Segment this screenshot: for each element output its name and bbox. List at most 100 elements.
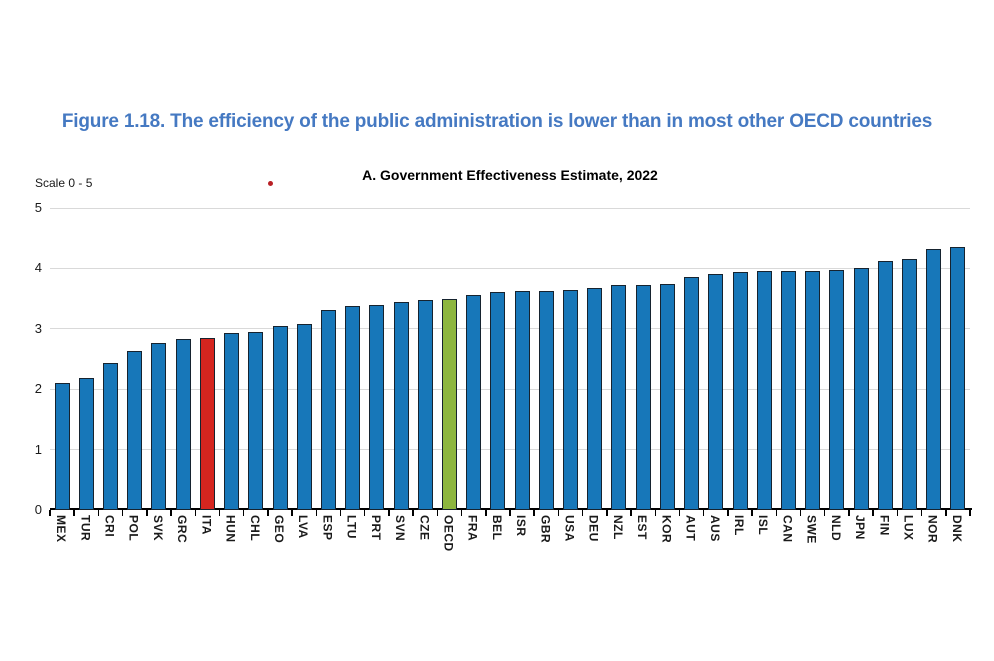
x-label-OECD: OECD [441, 515, 456, 552]
x-label-FIN: FIN [877, 515, 892, 536]
y-tick-label-2: 2 [34, 381, 42, 397]
x-label-GEO: GEO [272, 515, 286, 544]
y-tick-label-3: 3 [34, 320, 42, 336]
bar-LVA [296, 323, 312, 510]
x-axis-tick [146, 510, 148, 516]
bar-CZE [417, 299, 433, 510]
x-axis-tick [848, 510, 850, 516]
bar-TUR [78, 377, 94, 510]
x-axis-tick [267, 510, 269, 516]
bar-ESP [320, 310, 336, 510]
x-label-AUT: AUT [683, 515, 698, 542]
x-axis-tick [73, 510, 75, 516]
bar-SVN [393, 301, 409, 510]
bar-chart-plot: 0 1 2 3 4 5 MEX TUR CRI POL SVK GRC ITA HUN CHL GEO LVA E… [35, 200, 972, 552]
x-label-ESP: ESP [320, 515, 335, 541]
bar-BEL [490, 291, 506, 510]
x-axis-tick [969, 510, 971, 516]
gridline-5 [50, 207, 970, 209]
bar-DNK [950, 246, 966, 510]
gridline-4 [50, 267, 970, 269]
x-axis-tick [291, 510, 293, 516]
bar-SVK [151, 342, 167, 510]
x-axis-tick [315, 510, 318, 516]
x-label-HUN: HUN [223, 515, 238, 543]
x-axis-tick [727, 510, 729, 516]
bar-HUN [224, 333, 240, 510]
x-label-DEU: DEU [586, 515, 601, 542]
x-axis-tick [920, 510, 923, 516]
bar-GEO [272, 326, 288, 510]
y-tick-label-1: 1 [34, 441, 42, 457]
bar-KOR [659, 284, 675, 510]
x-label-ITA: ITA [199, 515, 214, 535]
bar-JPN [853, 267, 869, 510]
x-label-SVK: SVK [150, 515, 165, 542]
x-axis-tick [823, 510, 826, 516]
x-axis-line [50, 508, 972, 510]
x-label-POL: POL [126, 515, 141, 542]
bar-NZL [611, 285, 627, 510]
bar-ISL [756, 271, 772, 510]
x-label-NLD: NLD [828, 515, 843, 542]
x-label-EST: EST [635, 515, 650, 540]
x-axis-tick [194, 510, 196, 516]
bar-GBR [538, 290, 554, 510]
y-tick-label-4: 4 [34, 260, 42, 276]
x-label-AUS: AUS [707, 515, 722, 542]
y-tick-label-0: 0 [34, 502, 42, 517]
x-label-ISR: ISR [514, 515, 529, 537]
bar-OECD [441, 298, 457, 510]
bar-MEX [54, 383, 70, 510]
x-label-TUR: TUR [78, 515, 93, 542]
bar-CHL [248, 332, 264, 510]
x-label-CZE: CZE [417, 515, 432, 541]
panel-title: A. Government Effectiveness Estimate, 20… [362, 167, 658, 183]
x-label-CRI: CRI [102, 515, 117, 538]
x-label-IRL: IRL [732, 515, 746, 536]
x-label-LVA: LVA [296, 515, 311, 539]
bar-DEU [587, 288, 603, 510]
x-label-SVN: SVN [393, 515, 408, 542]
x-axis-tick [581, 510, 584, 516]
x-axis-tick [121, 510, 124, 516]
bar-ISR [514, 291, 530, 510]
x-label-USA: USA [562, 515, 577, 542]
bar-IRL [732, 272, 748, 510]
x-label-MEX: MEX [54, 515, 69, 543]
x-label-NOR: NOR [925, 515, 940, 544]
x-label-ISL: ISL [756, 515, 771, 536]
x-axis-tick [775, 510, 778, 516]
bar-FRA [466, 294, 482, 510]
x-axis-tick [363, 510, 366, 516]
bar-AUT [684, 277, 700, 510]
bar-LTU [345, 306, 361, 510]
x-axis-tick [630, 510, 632, 516]
bar-LUX [901, 259, 917, 510]
x-label-CAN: CAN [780, 515, 795, 543]
x-label-GRC: GRC [175, 515, 190, 544]
x-label-PRT: PRT [368, 515, 383, 541]
x-axis-tick [654, 510, 656, 516]
x-axis-tick [436, 510, 439, 516]
x-axis-tick [872, 510, 874, 516]
bar-CRI [103, 362, 119, 510]
x-label-NZL: NZL [610, 515, 625, 540]
bar-AUS [708, 273, 724, 510]
x-axis-tick [339, 510, 342, 516]
x-axis-tick [460, 510, 463, 516]
bar-GRC [175, 339, 191, 510]
x-label-CHL: CHL [247, 515, 262, 542]
x-axis-tick [678, 510, 681, 516]
bar-SWE [805, 270, 821, 510]
x-axis-tick [485, 510, 487, 516]
gridline-2 [50, 388, 970, 390]
x-label-FRA: FRA [465, 515, 480, 542]
y-tick-label-5: 5 [34, 200, 42, 215]
bar-NOR [926, 249, 942, 510]
bar-CAN [780, 271, 796, 510]
bar-FIN [877, 260, 893, 510]
bar-ITA [199, 338, 215, 510]
red-dot-mark [268, 181, 273, 186]
